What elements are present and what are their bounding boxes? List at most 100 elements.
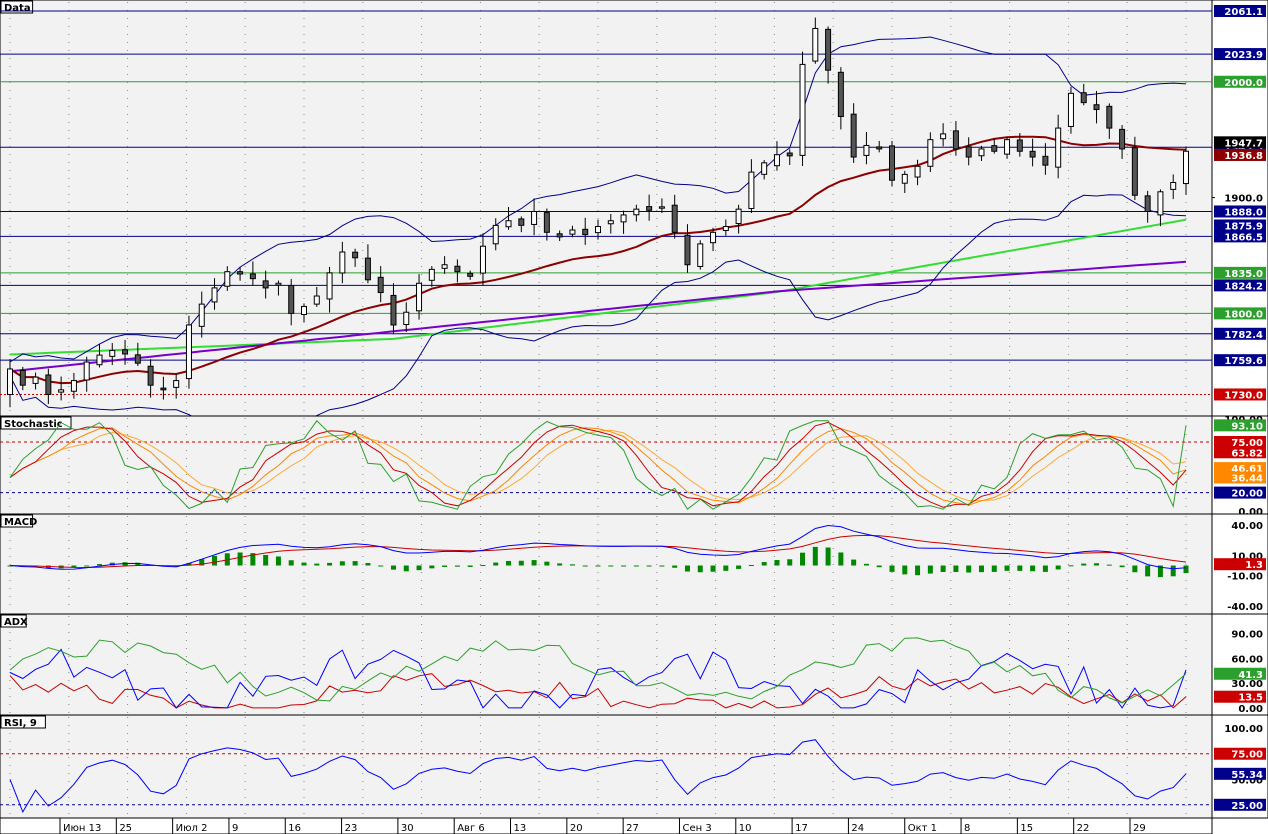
candle[interactable] (1055, 114, 1062, 179)
candle[interactable] (658, 198, 665, 213)
candle[interactable] (454, 259, 461, 283)
candle[interactable] (761, 160, 768, 180)
candle[interactable] (96, 343, 103, 368)
candle[interactable] (1042, 143, 1049, 175)
candle[interactable] (748, 159, 755, 214)
candle[interactable] (467, 270, 474, 280)
candle[interactable] (850, 103, 857, 163)
candle[interactable] (531, 198, 538, 236)
candle[interactable] (173, 373, 180, 399)
candle[interactable] (697, 240, 704, 270)
candle[interactable] (160, 376, 167, 400)
candle[interactable] (825, 26, 832, 84)
candle[interactable] (991, 138, 998, 154)
candle[interactable] (147, 359, 154, 398)
candle[interactable] (416, 274, 423, 320)
candle[interactable] (224, 266, 231, 291)
candle[interactable] (7, 359, 13, 408)
candle[interactable] (1004, 136, 1011, 159)
candle[interactable] (671, 194, 678, 239)
candle[interactable] (1119, 125, 1126, 159)
candle[interactable] (722, 219, 729, 236)
candle[interactable] (799, 51, 806, 166)
candle-body (1029, 150, 1036, 158)
candle[interactable] (633, 204, 640, 222)
candle[interactable] (339, 241, 346, 284)
candle[interactable] (735, 204, 742, 234)
candle[interactable] (83, 356, 90, 392)
candle[interactable] (326, 266, 333, 313)
candle[interactable] (479, 233, 486, 286)
candle[interactable] (377, 266, 384, 303)
candle[interactable] (1029, 138, 1036, 167)
candle[interactable] (1106, 103, 1113, 139)
candle[interactable] (1080, 83, 1087, 106)
candle[interactable] (646, 194, 653, 221)
candle[interactable] (569, 225, 576, 238)
candle[interactable] (965, 137, 972, 166)
candle[interactable] (1016, 133, 1023, 157)
candle[interactable] (237, 266, 244, 281)
candle[interactable] (684, 224, 691, 273)
candle[interactable] (58, 376, 65, 401)
candle[interactable] (262, 270, 269, 299)
candle[interactable] (390, 283, 397, 335)
candle[interactable] (927, 132, 934, 173)
value-tag-label: 75.00 (1231, 750, 1263, 761)
candle[interactable] (492, 218, 499, 251)
candle[interactable] (441, 256, 448, 274)
candle[interactable] (1131, 136, 1138, 200)
candle[interactable] (889, 141, 895, 187)
candle[interactable] (313, 287, 320, 307)
candle[interactable] (122, 339, 129, 365)
candle[interactable] (518, 216, 525, 233)
candle[interactable] (914, 159, 921, 186)
candle[interactable] (876, 140, 883, 153)
candle[interactable] (70, 373, 77, 399)
candle[interactable] (32, 372, 39, 390)
candle[interactable] (249, 261, 256, 286)
candle[interactable] (556, 230, 563, 242)
candle[interactable] (428, 266, 435, 287)
candle[interactable] (301, 303, 307, 323)
candle[interactable] (1183, 147, 1189, 195)
candle[interactable] (505, 207, 512, 230)
candle[interactable] (352, 248, 359, 267)
candle[interactable] (940, 123, 947, 147)
value-tag-label: 1.3 (1245, 560, 1263, 571)
candle[interactable] (543, 208, 550, 241)
candle[interactable] (901, 170, 908, 193)
candle[interactable] (812, 17, 819, 64)
candle[interactable] (185, 315, 192, 389)
candle[interactable] (595, 219, 601, 240)
candle[interactable] (1170, 174, 1177, 200)
candle[interactable] (198, 291, 205, 338)
candle[interactable] (710, 227, 717, 252)
candle[interactable] (786, 149, 793, 165)
candle[interactable] (288, 279, 295, 326)
candle-body (428, 268, 435, 281)
candle[interactable] (19, 366, 26, 391)
candle[interactable] (1067, 86, 1074, 134)
candle[interactable] (403, 302, 410, 333)
candle[interactable] (211, 278, 218, 310)
candle[interactable] (1144, 190, 1151, 223)
candle[interactable] (582, 217, 589, 245)
candle[interactable] (1157, 189, 1164, 227)
candle[interactable] (607, 213, 614, 234)
candle[interactable] (620, 210, 627, 234)
candle[interactable] (134, 342, 141, 366)
candle[interactable] (109, 343, 116, 365)
candle[interactable] (45, 368, 52, 404)
candle[interactable] (275, 280, 282, 296)
candle[interactable] (773, 141, 780, 171)
candle[interactable] (978, 145, 985, 161)
candle[interactable] (364, 244, 371, 284)
macd-histogram-bar (927, 565, 933, 574)
candle[interactable] (863, 132, 870, 165)
candle[interactable] (1093, 90, 1100, 124)
candle[interactable] (837, 67, 844, 130)
plot-area[interactable] (0, 513, 1213, 615)
candle[interactable] (952, 121, 959, 156)
